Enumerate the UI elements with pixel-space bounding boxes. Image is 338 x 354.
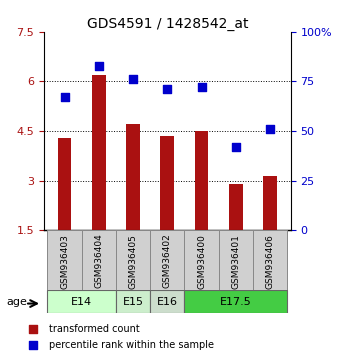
Point [30, 326, 35, 331]
Point [165, 86, 170, 92]
Text: E17.5: E17.5 [220, 297, 252, 307]
Text: E16: E16 [157, 297, 178, 307]
Bar [126, 124, 140, 230]
Text: GSM936400: GSM936400 [197, 234, 206, 289]
Bar [150, 290, 185, 313]
Bar [161, 136, 174, 230]
Bar [219, 230, 253, 292]
Bar [116, 290, 150, 313]
Bar [47, 290, 116, 313]
Bar [185, 290, 287, 313]
Text: age: age [7, 297, 28, 307]
Text: E14: E14 [71, 297, 92, 307]
Bar [263, 176, 277, 230]
Text: GSM936401: GSM936401 [231, 234, 240, 289]
Bar [150, 230, 185, 292]
Point [30, 342, 35, 348]
Title: GDS4591 / 1428542_at: GDS4591 / 1428542_at [87, 17, 248, 31]
Text: GSM936403: GSM936403 [60, 234, 69, 289]
Text: GSM936406: GSM936406 [266, 234, 274, 289]
Bar [253, 230, 287, 292]
Bar [185, 230, 219, 292]
Point [62, 95, 67, 100]
Point [96, 63, 101, 68]
Text: E15: E15 [123, 297, 144, 307]
Bar [58, 138, 71, 230]
Point [233, 144, 239, 150]
Bar [82, 230, 116, 292]
Point [130, 76, 136, 82]
Text: percentile rank within the sample: percentile rank within the sample [49, 340, 214, 350]
Text: GSM936405: GSM936405 [128, 234, 138, 289]
Text: GSM936402: GSM936402 [163, 234, 172, 289]
Text: GSM936404: GSM936404 [94, 234, 103, 289]
Text: transformed count: transformed count [49, 324, 140, 333]
Bar [116, 230, 150, 292]
Bar [92, 75, 105, 230]
Bar [229, 184, 243, 230]
Point [267, 126, 273, 132]
Bar [47, 230, 82, 292]
Bar [195, 131, 209, 230]
Point [199, 85, 204, 90]
